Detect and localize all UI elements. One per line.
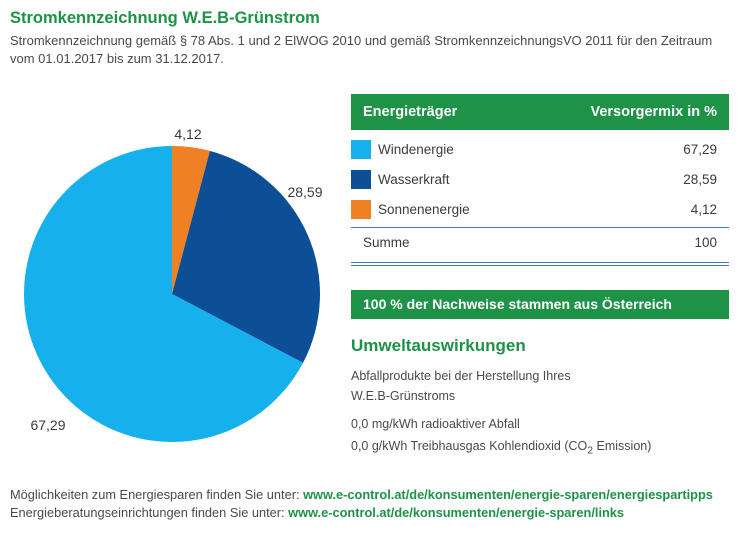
svg-text:67,29: 67,29: [30, 417, 65, 433]
svg-text:28,59: 28,59: [287, 184, 322, 200]
svg-text:4,12: 4,12: [174, 126, 201, 142]
